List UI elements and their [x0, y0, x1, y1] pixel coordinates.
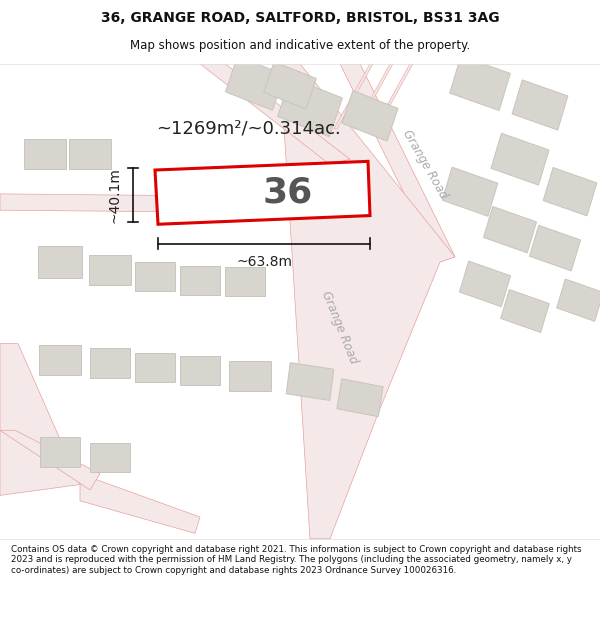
Polygon shape [286, 362, 334, 401]
Polygon shape [340, 64, 455, 262]
Polygon shape [374, 64, 413, 129]
Polygon shape [543, 168, 597, 216]
Text: 36: 36 [263, 176, 313, 210]
Polygon shape [484, 206, 536, 253]
Polygon shape [135, 262, 175, 291]
Text: Contains OS data © Crown copyright and database right 2021. This information is : Contains OS data © Crown copyright and d… [11, 545, 581, 574]
Polygon shape [460, 261, 511, 307]
Polygon shape [180, 266, 220, 295]
Polygon shape [0, 194, 345, 213]
Polygon shape [264, 62, 316, 109]
Polygon shape [280, 64, 455, 539]
Polygon shape [450, 56, 510, 111]
Polygon shape [69, 139, 111, 169]
Polygon shape [0, 344, 80, 496]
Polygon shape [180, 356, 220, 385]
Text: 36, GRANGE ROAD, SALTFORD, BRISTOL, BS31 3AG: 36, GRANGE ROAD, SALTFORD, BRISTOL, BS31… [101, 11, 499, 25]
Polygon shape [38, 246, 82, 279]
Polygon shape [225, 267, 265, 296]
Polygon shape [501, 289, 549, 332]
Polygon shape [90, 348, 130, 378]
Polygon shape [39, 344, 81, 375]
Text: ~40.1m: ~40.1m [108, 167, 122, 223]
Polygon shape [90, 442, 130, 472]
Polygon shape [512, 80, 568, 130]
Polygon shape [342, 91, 398, 141]
Polygon shape [24, 139, 66, 169]
Polygon shape [557, 279, 600, 321]
Text: ~63.8m: ~63.8m [236, 255, 292, 269]
Polygon shape [442, 167, 498, 216]
Polygon shape [226, 56, 284, 111]
Polygon shape [491, 133, 549, 185]
Polygon shape [155, 161, 370, 224]
Polygon shape [529, 225, 581, 271]
Polygon shape [135, 352, 175, 382]
Polygon shape [334, 64, 373, 129]
Text: Grange Road: Grange Road [400, 128, 450, 201]
Polygon shape [80, 479, 200, 533]
Text: Map shows position and indicative extent of the property.: Map shows position and indicative extent… [130, 39, 470, 52]
Polygon shape [40, 438, 80, 467]
Polygon shape [229, 361, 271, 391]
Polygon shape [278, 78, 343, 137]
Polygon shape [0, 430, 100, 490]
Text: Grange Road: Grange Road [319, 289, 361, 366]
Polygon shape [337, 379, 383, 417]
Polygon shape [354, 64, 393, 129]
Polygon shape [200, 64, 350, 164]
Polygon shape [89, 254, 131, 285]
Text: ~1269m²/~0.314ac.: ~1269m²/~0.314ac. [155, 120, 340, 138]
